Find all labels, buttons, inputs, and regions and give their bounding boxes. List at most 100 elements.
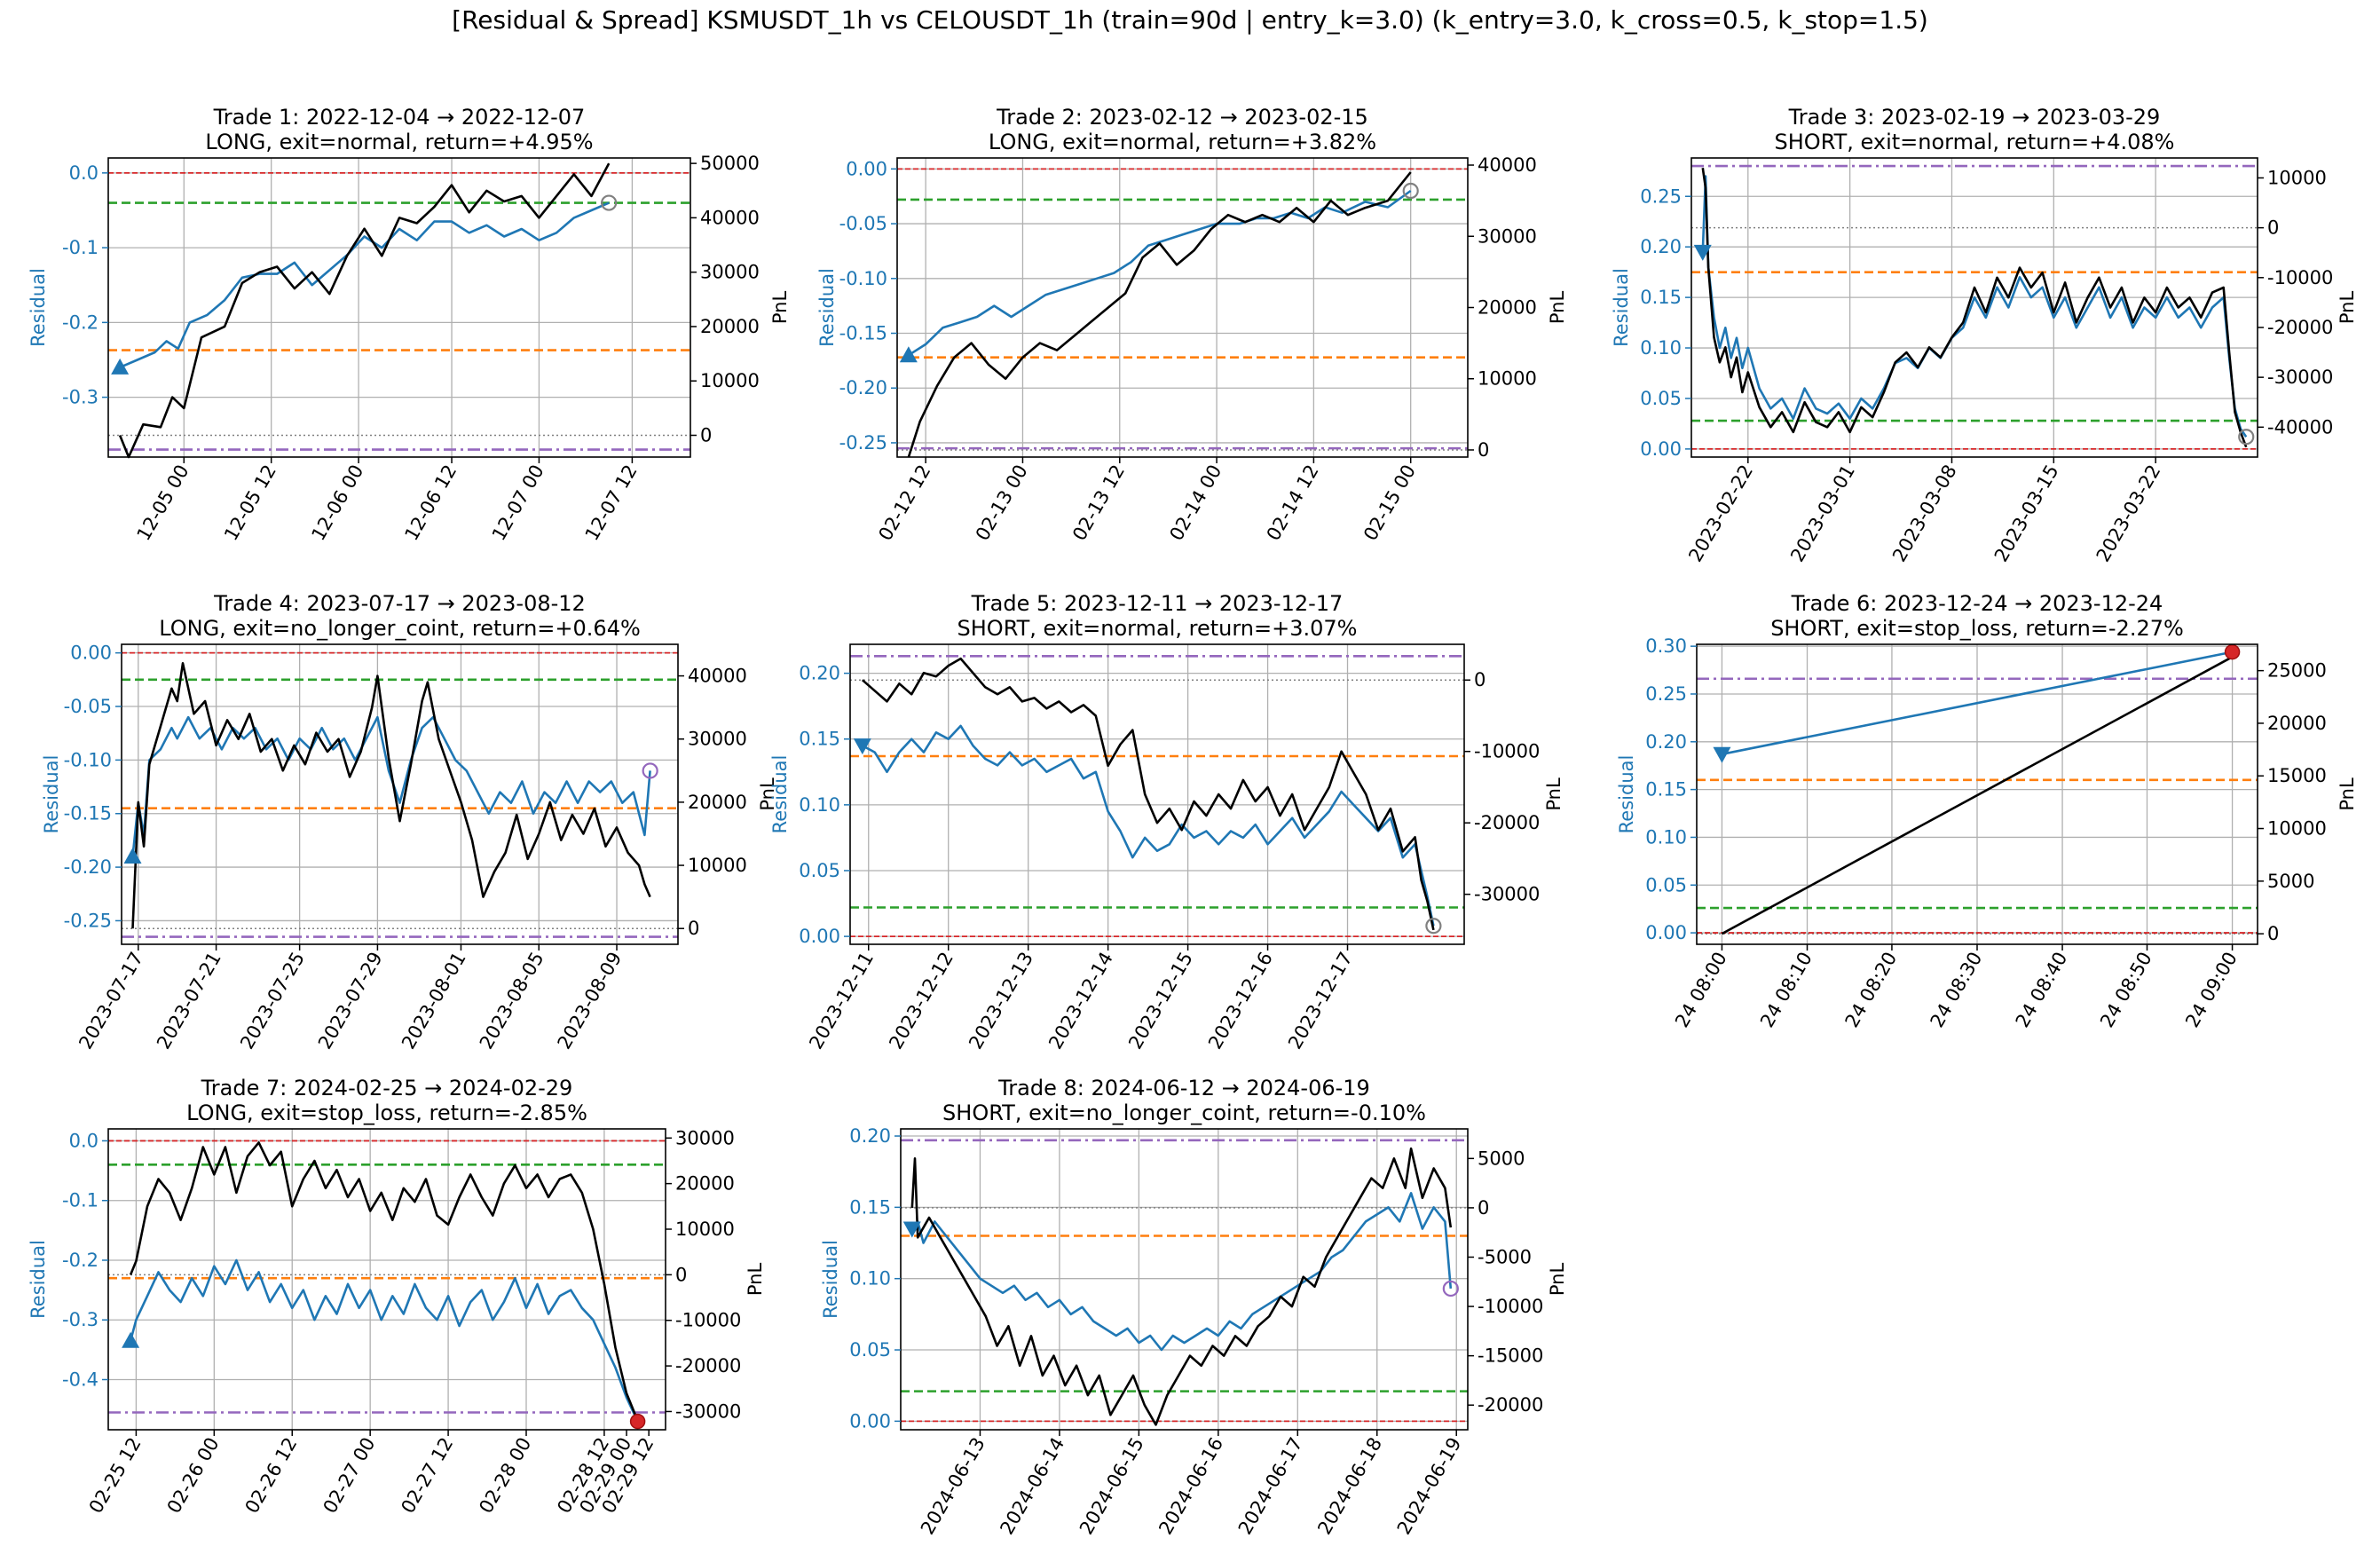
pnl-series (1721, 656, 2234, 935)
y2-tick-label: 20000 (2267, 713, 2327, 734)
subplot-subtitle: SHORT, exit=no_longer_coint, return=-0.1… (942, 1100, 1426, 1125)
subplot-title: Trade 4: 2023-07-17 → 2023-08-12 (213, 591, 586, 616)
y2-tick-label: 20000 (1478, 297, 1537, 319)
y-tick-label: -0.10 (839, 268, 887, 289)
y-tick-label: -0.15 (64, 803, 112, 824)
exit-marker (1425, 918, 1442, 935)
pnl-series (1701, 168, 2248, 448)
residual-series (910, 1192, 1453, 1352)
y2-tick-label: 10000 (675, 1219, 735, 1240)
y-axis-label: Residual (820, 1240, 841, 1319)
pnl-series (129, 1141, 639, 1422)
subplot-subtitle: LONG, exit=normal, return=+4.95% (205, 130, 593, 154)
x-tick-label: 02-26 00 (163, 1434, 224, 1518)
x-tick-label: 2023-12-17 (1284, 949, 1357, 1053)
entry-marker (853, 738, 871, 755)
y2-tick-label: -20000 (2267, 317, 2333, 338)
y2-tick-label: 0 (1478, 439, 1489, 461)
x-tick-label: 2024-06-14 (996, 1434, 1068, 1539)
y2-tick-label: 20000 (700, 316, 760, 337)
y2-tick-label: -10000 (2267, 267, 2333, 288)
y2-tick-label: 0 (2267, 217, 2279, 239)
x-tick-label: 12-05 00 (133, 461, 193, 545)
entry-marker (111, 358, 130, 375)
residual-series (1701, 175, 2248, 438)
x-tick-label: 2023-03-08 (1888, 461, 1961, 566)
subplot-subtitle: LONG, exit=no_longer_coint, return=+0.64… (159, 616, 641, 641)
x-tick-label: 2023-12-13 (965, 949, 1037, 1053)
y2-tick-label: 30000 (675, 1127, 735, 1148)
subplot-subtitle: SHORT, exit=stop_loss, return=-2.27% (1770, 616, 2184, 641)
pnl-series (907, 171, 1412, 458)
subplot-trade-7: 0.0 -0.1 -0.2 -0.3 -0.4 30000 20000 10000 0 -1000… (28, 1076, 766, 1517)
subplot-trade-5: 0.20 0.15 0.10 0.05 0.00 0 -10000 -20000 -30000 2… (769, 591, 1564, 1053)
exit-marker (1402, 182, 1419, 200)
y-tick-label: 0.25 (1645, 683, 1687, 705)
entry-marker (123, 848, 142, 864)
y2-axis-label: PnL (769, 291, 791, 325)
y-tick-label: 0.00 (1640, 438, 1682, 460)
x-tick-label: 02-28 00 (475, 1434, 535, 1518)
x-tick-label: 02-14 00 (1165, 461, 1225, 545)
x-tick-label: 24 08:00 (1671, 949, 1731, 1031)
y-axis-label: Residual (1616, 755, 1637, 834)
x-tick-label: 2023-08-01 (398, 949, 470, 1053)
x-tick-label: 12-06 00 (307, 461, 367, 545)
y-tick-label: -0.1 (62, 237, 99, 258)
x-tick-label: 2024-06-15 (1076, 1434, 1148, 1539)
y-tick-label: 0.15 (849, 1196, 891, 1218)
subplot-trade-6: 0.30 0.25 0.20 0.15 0.10 0.05 0.00 25000 20000 15… (1616, 591, 2358, 1031)
entry-marker (1713, 746, 1731, 763)
y-tick-label: 0.20 (1640, 236, 1682, 257)
subplot-subtitle: SHORT, exit=normal, return=+4.08% (1775, 130, 2175, 154)
x-tick-label: 24 08:10 (1756, 948, 1817, 1030)
subplot-trade-2: 0.00 -0.05 -0.10 -0.15 -0.20 -0.25 40000 30000 2… (816, 105, 1568, 544)
y-tick-label: -0.20 (839, 377, 887, 398)
residual-series (862, 724, 1435, 927)
plot-frame (849, 643, 1465, 945)
y2-tick-label: -40000 (2267, 416, 2333, 438)
subplot-title: Trade 2: 2023-02-12 → 2023-02-15 (996, 105, 1368, 130)
x-tick-label: 2024-06-17 (1234, 1434, 1307, 1539)
y2-tick-label: 0 (1478, 1197, 1489, 1219)
exit-marker (2224, 643, 2241, 660)
y2-tick-label: 10000 (688, 855, 747, 876)
subplot-subtitle: LONG, exit=normal, return=+3.82% (989, 130, 1376, 154)
pnl-series (131, 661, 651, 929)
y-tick-label: -0.3 (62, 1309, 99, 1330)
y2-tick-label: -5000 (1478, 1246, 1532, 1267)
x-tick-label: 2023-12-16 (1204, 949, 1277, 1053)
y2-tick-label: -10000 (675, 1310, 741, 1331)
y-tick-label: 0.00 (846, 158, 887, 179)
y-tick-label: -0.1 (62, 1190, 99, 1211)
subplot-title: Trade 8: 2024-06-12 → 2024-06-19 (997, 1076, 1370, 1100)
subplot-trade-1: 0.0 -0.1 -0.2 -0.3 50000 40000 30000 20000 10000… (28, 105, 791, 544)
y-tick-label: 0.00 (1645, 922, 1687, 943)
x-tick-label: 2023-03-01 (1786, 461, 1859, 566)
entry-marker (899, 346, 918, 363)
y-tick-label: -0.15 (839, 323, 887, 344)
x-tick-label: 24 08:30 (1927, 949, 1987, 1031)
x-tick-label: 2023-12-12 (885, 949, 958, 1053)
x-tick-label: 2024-06-19 (1393, 1434, 1466, 1539)
pnl-series (861, 657, 1435, 931)
figure-title: [Residual & Spread] KSMUSDT_1h vs CELOUS… (452, 5, 1928, 35)
x-tick-label: 02-14 12 (1263, 461, 1323, 545)
subplot-title: Trade 1: 2022-12-04 → 2022-12-07 (213, 105, 586, 130)
y2-axis-label: PnL (2337, 291, 2358, 325)
y-tick-label: 0.20 (799, 663, 840, 684)
y2-tick-label: -20000 (1474, 812, 1540, 833)
x-tick-label: 24 09:00 (2181, 949, 2242, 1031)
y2-tick-label: 0 (675, 1264, 687, 1285)
residual-series (131, 715, 651, 857)
y2-tick-label: 0 (1474, 669, 1486, 690)
y2-axis-label: PnL (1547, 291, 1568, 325)
y2-tick-label: 0 (2267, 923, 2279, 944)
y-tick-label: 0.0 (69, 1130, 99, 1151)
x-tick-label: 02-15 00 (1359, 461, 1420, 545)
x-tick-label: 24 08:20 (1841, 949, 1902, 1031)
y-tick-label: 0.25 (1640, 185, 1682, 207)
y2-axis-label: PnL (1543, 777, 1564, 811)
x-tick-label: 2023-12-14 (1044, 949, 1117, 1053)
y2-tick-label: 15000 (2267, 765, 2327, 786)
